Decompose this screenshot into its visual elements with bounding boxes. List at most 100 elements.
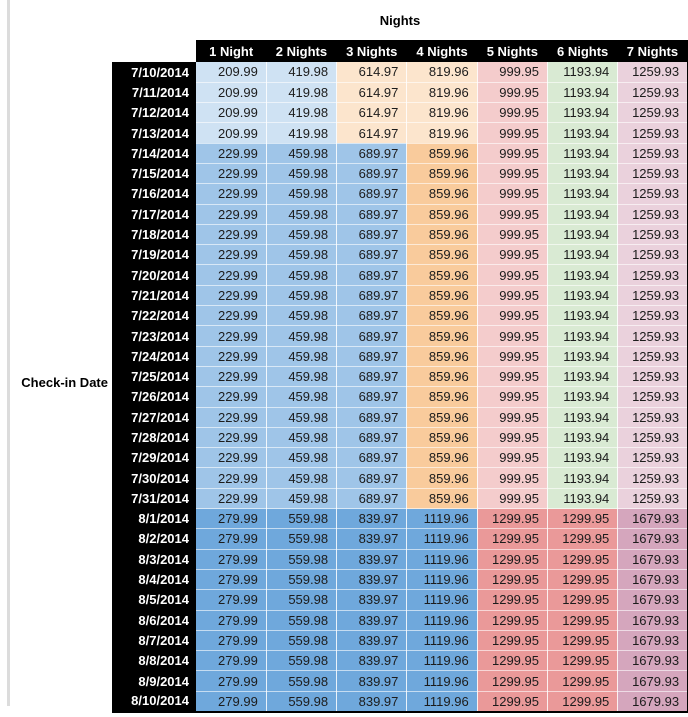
rate-cell[interactable]: 1299.95 <box>547 630 619 652</box>
rate-cell[interactable]: 1193.94 <box>547 488 619 510</box>
rate-cell[interactable]: 859.96 <box>406 224 478 246</box>
rate-cell[interactable]: 209.99 <box>196 122 267 144</box>
rate-cell[interactable]: 999.95 <box>477 386 548 408</box>
rate-cell[interactable]: 459.98 <box>266 264 338 286</box>
rate-cell[interactable]: 279.99 <box>196 589 267 611</box>
rate-cell[interactable]: 1193.94 <box>547 244 619 266</box>
column-header-3-nights[interactable]: 3 Nights <box>336 40 407 62</box>
rate-cell[interactable]: 279.99 <box>196 569 267 591</box>
row-header-date[interactable]: 7/11/2014 <box>112 82 196 103</box>
rate-cell[interactable]: 1679.93 <box>617 528 688 550</box>
rate-cell[interactable]: 614.97 <box>336 62 408 83</box>
rate-cell[interactable]: 229.99 <box>196 325 267 347</box>
row-header-date[interactable]: 8/3/2014 <box>112 549 196 570</box>
rate-cell[interactable]: 1679.93 <box>617 630 688 652</box>
rate-cell[interactable]: 1119.96 <box>406 549 478 570</box>
rate-cell[interactable]: 279.99 <box>196 670 267 692</box>
rate-cell[interactable]: 689.97 <box>336 346 408 367</box>
row-header-date[interactable]: 7/14/2014 <box>112 143 196 164</box>
rate-cell[interactable]: 839.97 <box>336 630 408 652</box>
rate-cell[interactable]: 1299.95 <box>547 610 619 631</box>
rate-cell[interactable]: 1299.95 <box>477 589 548 611</box>
rate-cell[interactable]: 1259.93 <box>617 427 688 449</box>
rate-cell[interactable]: 1193.94 <box>547 366 619 388</box>
rate-cell[interactable]: 559.98 <box>266 569 338 591</box>
rate-cell[interactable]: 689.97 <box>336 325 408 347</box>
rate-cell[interactable]: 1193.94 <box>547 143 619 164</box>
rate-cell[interactable]: 229.99 <box>196 163 267 185</box>
rate-cell[interactable]: 559.98 <box>266 650 338 672</box>
rate-cell[interactable]: 459.98 <box>266 305 338 327</box>
rate-cell[interactable]: 1299.95 <box>547 508 619 530</box>
rate-cell[interactable]: 229.99 <box>196 224 267 246</box>
rate-cell[interactable]: 839.97 <box>336 610 408 631</box>
rate-cell[interactable]: 459.98 <box>266 427 338 449</box>
rate-cell[interactable]: 559.98 <box>266 630 338 652</box>
rate-cell[interactable]: 419.98 <box>266 82 338 104</box>
rate-cell[interactable]: 999.95 <box>477 346 548 367</box>
column-header-1-night[interactable]: 1 Night <box>196 40 267 62</box>
rate-cell[interactable]: 999.95 <box>477 467 548 489</box>
rate-cell[interactable]: 209.99 <box>196 102 267 124</box>
rate-cell[interactable]: 1259.93 <box>617 305 688 327</box>
rate-cell[interactable]: 1299.95 <box>477 569 548 591</box>
column-header-2-nights[interactable]: 2 Nights <box>266 40 337 62</box>
rate-cell[interactable]: 229.99 <box>196 244 267 266</box>
rate-cell[interactable]: 279.99 <box>196 650 267 672</box>
rate-cell[interactable]: 859.96 <box>406 427 478 449</box>
rate-cell[interactable]: 689.97 <box>336 285 408 307</box>
rate-cell[interactable]: 1193.94 <box>547 325 619 347</box>
rate-cell[interactable]: 1193.94 <box>547 82 619 104</box>
rate-cell[interactable]: 459.98 <box>266 386 338 408</box>
rate-cell[interactable]: 859.96 <box>406 285 478 307</box>
rate-cell[interactable]: 859.96 <box>406 143 478 164</box>
rate-cell[interactable]: 559.98 <box>266 589 338 611</box>
rate-cell[interactable]: 1193.94 <box>547 427 619 449</box>
row-header-date[interactable]: 7/17/2014 <box>112 204 196 225</box>
rate-cell[interactable]: 459.98 <box>266 467 338 489</box>
row-header-date[interactable]: 7/16/2014 <box>112 183 196 205</box>
rate-cell[interactable]: 859.96 <box>406 447 478 469</box>
row-header-date[interactable]: 7/23/2014 <box>112 325 196 347</box>
rate-cell[interactable]: 1299.95 <box>547 691 619 713</box>
row-header-date[interactable]: 7/28/2014 <box>112 427 196 448</box>
rate-cell[interactable]: 1299.95 <box>547 670 619 692</box>
rate-cell[interactable]: 689.97 <box>336 204 408 225</box>
rate-cell[interactable]: 1193.94 <box>547 305 619 327</box>
rate-cell[interactable]: 209.99 <box>196 82 267 104</box>
rate-cell[interactable]: 839.97 <box>336 569 408 591</box>
rate-cell[interactable]: 1299.95 <box>477 610 548 631</box>
rate-cell[interactable]: 999.95 <box>477 447 548 469</box>
rate-cell[interactable]: 859.96 <box>406 204 478 225</box>
rate-cell[interactable]: 689.97 <box>336 386 408 408</box>
row-header-date[interactable]: 7/22/2014 <box>112 305 196 326</box>
rate-cell[interactable]: 689.97 <box>336 366 408 388</box>
rate-cell[interactable]: 1259.93 <box>617 82 688 104</box>
rate-cell[interactable]: 859.96 <box>406 244 478 266</box>
rate-cell[interactable]: 999.95 <box>477 62 548 83</box>
rate-cell[interactable]: 839.97 <box>336 549 408 570</box>
row-header-date[interactable]: 7/19/2014 <box>112 244 196 265</box>
rate-cell[interactable]: 1259.93 <box>617 386 688 408</box>
rate-cell[interactable]: 614.97 <box>336 82 408 104</box>
rate-cell[interactable]: 1193.94 <box>547 183 619 205</box>
rate-cell[interactable]: 1119.96 <box>406 670 478 692</box>
rate-cell[interactable]: 1119.96 <box>406 610 478 631</box>
rate-cell[interactable]: 999.95 <box>477 285 548 307</box>
rate-cell[interactable]: 229.99 <box>196 386 267 408</box>
rate-cell[interactable]: 1119.96 <box>406 650 478 672</box>
rate-cell[interactable]: 1119.96 <box>406 569 478 591</box>
row-header-date[interactable]: 7/26/2014 <box>112 386 196 408</box>
row-header-date[interactable]: 8/4/2014 <box>112 569 196 590</box>
rate-cell[interactable]: 689.97 <box>336 467 408 489</box>
row-header-date[interactable]: 7/30/2014 <box>112 467 196 489</box>
rate-cell[interactable]: 1193.94 <box>547 122 619 144</box>
rate-cell[interactable]: 229.99 <box>196 305 267 327</box>
rate-cell[interactable]: 689.97 <box>336 163 408 185</box>
rate-cell[interactable]: 999.95 <box>477 122 548 144</box>
rate-cell[interactable]: 1193.94 <box>547 386 619 408</box>
rate-cell[interactable]: 1193.94 <box>547 264 619 286</box>
rate-cell[interactable]: 859.96 <box>406 264 478 286</box>
rate-cell[interactable]: 1259.93 <box>617 163 688 185</box>
rate-cell[interactable]: 1679.93 <box>617 549 688 570</box>
